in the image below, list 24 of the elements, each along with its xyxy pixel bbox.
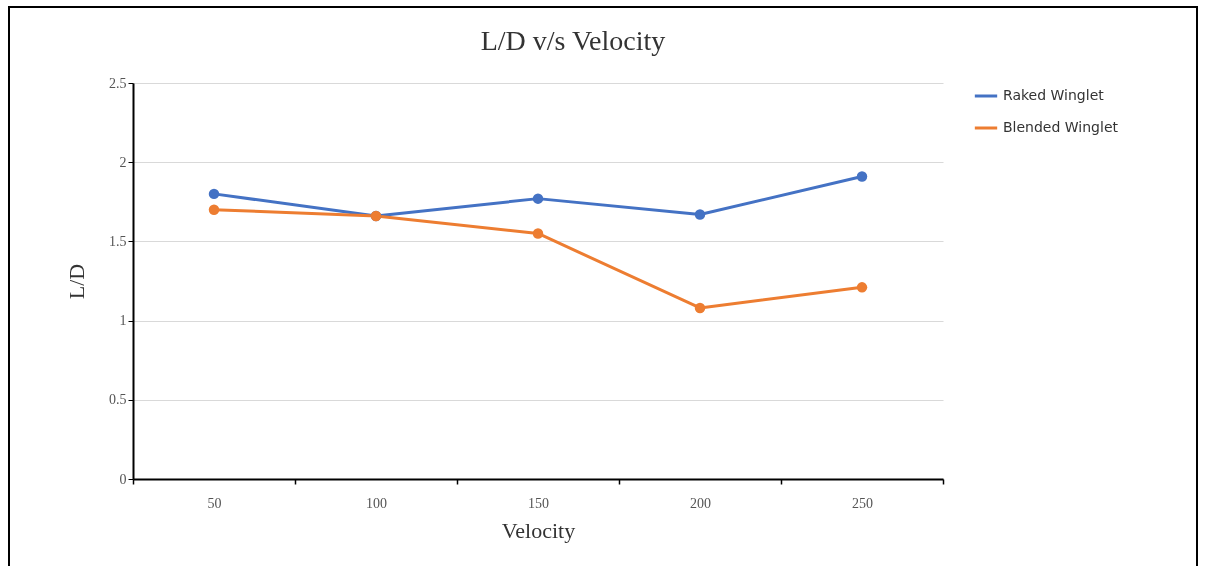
point [694, 209, 706, 220]
point [532, 193, 544, 204]
y-tick-label: 1 [119, 313, 127, 329]
x-axis-title: Velocity [501, 517, 576, 543]
y-axis-title: L/D [64, 263, 89, 300]
point [208, 204, 220, 215]
chart-title: L/D v/s Velocity [480, 25, 666, 56]
x-tick-label: 150 [528, 495, 549, 511]
y-tick-label: 2 [119, 154, 127, 170]
y-tick-label: 2.5 [109, 75, 127, 91]
legend-label: Raked Winglet [1003, 87, 1105, 103]
x-tick-label: 100 [366, 495, 387, 511]
point [208, 188, 220, 200]
y-tick-label: 0.5 [109, 392, 127, 408]
point [532, 228, 544, 239]
legend-label: Blended Winglet [1003, 119, 1119, 135]
y-tick-label: 0 [119, 471, 127, 487]
y-tick-label: 1.5 [109, 233, 127, 249]
point [856, 171, 868, 182]
point [856, 282, 868, 293]
x-tick-label: 250 [852, 495, 873, 511]
x-tick-label: 50 [207, 495, 222, 511]
x-tick-label: 200 [690, 495, 711, 511]
point [694, 302, 706, 314]
